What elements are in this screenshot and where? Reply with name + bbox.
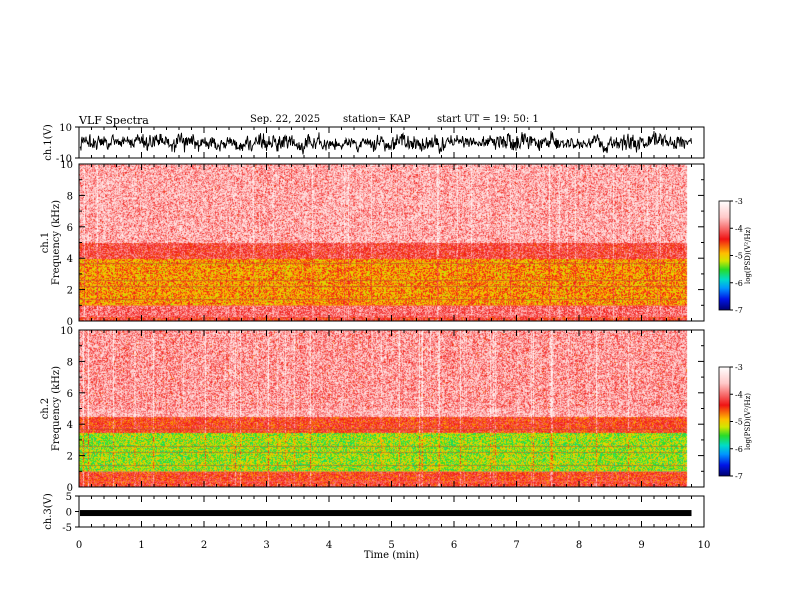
start-time-label: start UT = 19: 50: 1 (437, 114, 539, 125)
colorbar-tick-label: -7 (735, 472, 743, 481)
ch3-waveform-ylabel: ch.3(V) (43, 493, 54, 530)
colorbar-tick-label: -4 (735, 224, 743, 233)
ch1-ytick-label: -10 (56, 154, 72, 165)
spec2-ylabel: Frequency (kHz) (51, 366, 62, 451)
xtick-label: 0 (76, 540, 82, 551)
xtick-label: 4 (326, 540, 332, 551)
spec1-ytick-label: 8 (67, 191, 73, 202)
spec1-ytick-label: 6 (67, 223, 73, 234)
xtick-label: 1 (138, 540, 144, 551)
ch3-ytick-label: 0 (66, 508, 72, 519)
spec1-ytick-label: 0 (67, 317, 73, 328)
panel-frame-2 (78, 163, 705, 322)
xtick-label: 3 (263, 540, 269, 551)
spec1-ytick-label: 2 (67, 286, 73, 297)
xtick-label: 2 (201, 540, 207, 551)
colorbar-label: log(PSD)(V²/Hz) (744, 393, 752, 450)
spec1-ytick-label: 4 (67, 254, 73, 265)
spec2-ytick-label: 8 (67, 357, 73, 368)
chart-title: VLF Spectra (79, 114, 149, 127)
xtick-label: 8 (576, 540, 582, 551)
ch1-waveform-trace (79, 130, 692, 155)
xtick-label: 6 (451, 540, 457, 551)
date-label: Sep. 22, 2025 (250, 114, 321, 125)
colorbar-tick-label: -6 (735, 279, 743, 288)
xtick-label: 7 (513, 540, 519, 551)
ch3-waveform-trace (80, 510, 692, 517)
spec1-ytick-label: 10 (60, 160, 73, 171)
ch1-spectrogram-image (79, 164, 699, 321)
colorbar-tick-label: -6 (735, 445, 743, 454)
colorbar-tick-label: -3 (735, 363, 743, 372)
ch3-ytick-label: -5 (62, 523, 72, 534)
spec2-ytick-label: 4 (67, 420, 73, 431)
colorbar-2 (718, 366, 731, 477)
colorbar-tick-label: -5 (735, 418, 743, 427)
colorbar-tick-label: -4 (735, 390, 743, 399)
xtick-label: 5 (388, 540, 394, 551)
colorbar-label: log(PSD)(V²/Hz) (744, 227, 752, 284)
xtick-label: 10 (698, 540, 711, 551)
ch1-ytick-label: 10 (59, 123, 72, 134)
xtick-label: 9 (638, 540, 644, 551)
ch2-spectrogram-image (79, 330, 699, 487)
colorbar-1 (718, 200, 731, 311)
xaxis-label: Time (min) (364, 550, 419, 561)
spec2-ytick-label: 2 (67, 452, 73, 463)
station-label: station= KAP (343, 114, 411, 125)
ch3-ytick-label: 5 (66, 492, 72, 503)
colorbar-tick-label: -3 (735, 197, 743, 206)
ch1-waveform-ylabel: ch.1(V) (43, 124, 54, 161)
colorbar-tick-label: -7 (735, 306, 743, 315)
colorbar-tick-label: -5 (735, 252, 743, 261)
spec2-ytick-label: 6 (67, 389, 73, 400)
spec2-ytick-label: 10 (60, 326, 73, 337)
panel-frame-3 (78, 329, 705, 488)
spec1-channel-label: ch.1 (40, 232, 51, 254)
spec2-ytick-label: 0 (67, 483, 73, 494)
spec2-channel-label: ch.2 (40, 398, 51, 420)
spec1-ylabel: Frequency (kHz) (51, 200, 62, 285)
